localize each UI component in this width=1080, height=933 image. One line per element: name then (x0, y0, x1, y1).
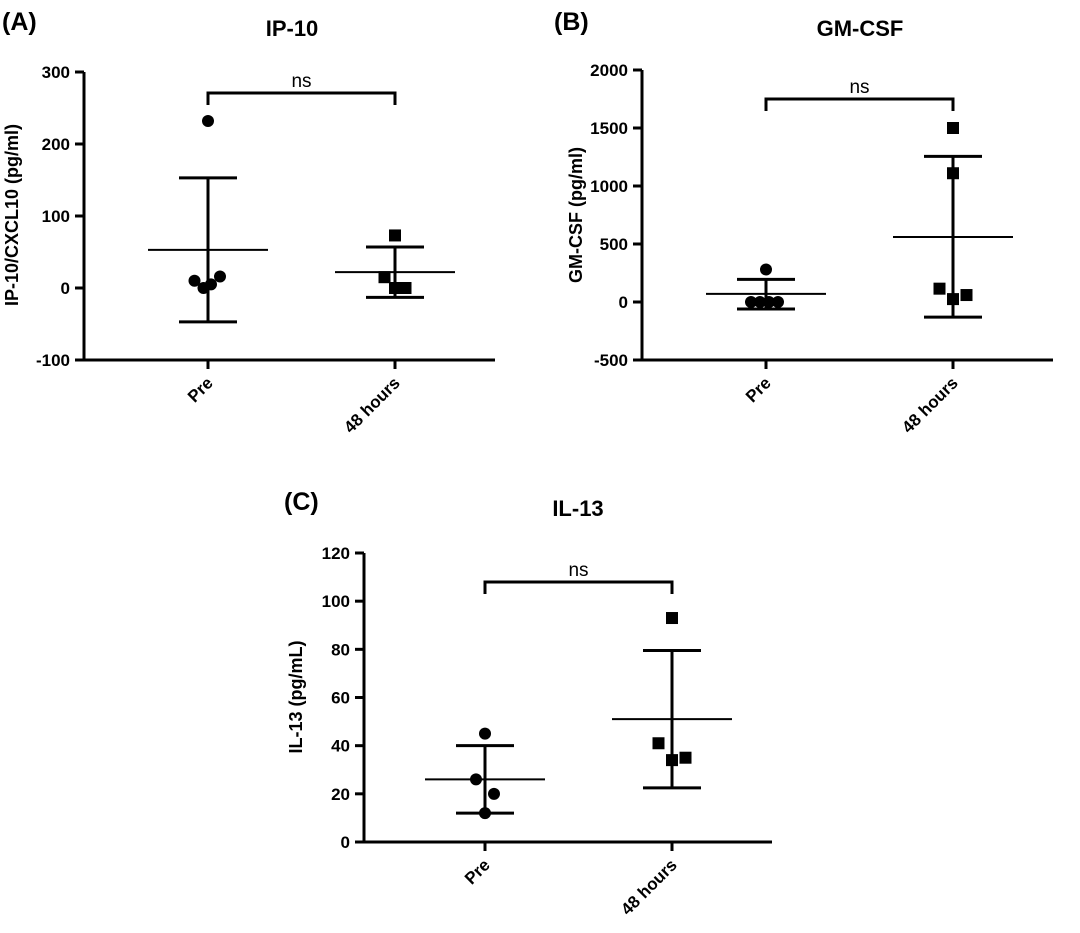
significance-bracket-c: ns (483, 560, 674, 594)
y-tick-label: 0 (341, 833, 350, 852)
data-marks-c (425, 612, 732, 820)
data-point-circle (470, 773, 482, 786)
data-point-square (679, 751, 692, 764)
data-point-square (389, 282, 401, 294)
data-point-circle (772, 296, 784, 308)
data-point-circle (760, 263, 772, 276)
y-axis-label-b: GM-CSF (pg/ml) (566, 147, 586, 283)
y-ticks-c: 0 20 40 60 80 100 120 (322, 544, 364, 852)
x-category-label: 48 hours (340, 373, 404, 437)
data-point-circle (745, 296, 757, 308)
y-tick-label: 200 (42, 135, 70, 154)
significance-label-b: ns (849, 77, 869, 98)
y-tick-label: 300 (42, 63, 70, 82)
y-ticks-a: -100 0 100 200 300 (36, 63, 84, 370)
x-category-label: 48 hours (898, 373, 962, 437)
data-point-circle (488, 787, 500, 800)
y-tick-label: 1000 (590, 177, 628, 196)
y-tick-label: 40 (331, 737, 350, 756)
y-axis-label-a: IP-10/CXCL10 (pg/ml) (2, 124, 22, 306)
chart-panel-c: (C) IL-13 IL-13 (pg/mL) 020406080100120 … (284, 488, 772, 919)
y-tick-label: 500 (600, 235, 628, 254)
chart-panel-b: (B) GM-CSF GM-CSF (pg/ml) -500 0 500 1000 15… (554, 8, 1053, 437)
panel-label-b: (B) (554, 8, 589, 36)
y-tick-label: 0 (619, 293, 628, 312)
y-tick-label: 100 (42, 207, 70, 226)
significance-bracket-line (206, 91, 397, 105)
x-category-label: Pre (742, 373, 775, 406)
y-tick-label: 0 (61, 279, 70, 298)
data-point-square (933, 282, 946, 295)
category-labels-c: Pre 48 hours (461, 842, 681, 919)
y-tick-label: -500 (594, 351, 628, 370)
data-point-square (378, 271, 391, 284)
chart-title-b: GM-CSF (817, 16, 904, 41)
y-tick-label: 1500 (590, 119, 628, 138)
significance-label-c: ns (568, 560, 588, 581)
y-tick-label: 2000 (590, 61, 628, 80)
significance-bracket-line (483, 580, 674, 594)
panel-label-a: (A) (2, 8, 37, 36)
significance-bracket-line (764, 97, 955, 111)
data-marks-b (706, 122, 1013, 319)
data-point-circle (202, 114, 214, 127)
y-tick-label: 20 (331, 785, 350, 804)
significance-bracket-a: ns (206, 71, 397, 105)
y-ticks-b: -500 0 500 1000 1500 2000 (590, 61, 642, 370)
data-point-square (947, 122, 959, 134)
y-axis-label-c: IL-13 (pg/mL) (286, 641, 306, 754)
data-point-square (960, 289, 973, 302)
data-point-square (947, 293, 959, 306)
data-point-circle (188, 274, 201, 287)
x-category-label: Pre (184, 373, 217, 406)
significance-label-a: ns (291, 71, 311, 92)
data-point-square (399, 282, 412, 294)
panel-label-c: (C) (284, 488, 319, 516)
y-tick-label: -100 (36, 351, 70, 370)
chart-title-c: IL-13 (552, 496, 603, 521)
data-point-square (666, 612, 678, 625)
y-tick-label: 80 (331, 640, 350, 659)
data-point-square (947, 167, 959, 180)
data-point-circle (479, 807, 491, 820)
x-category-label: Pre (461, 855, 494, 888)
data-marks-a (148, 114, 455, 324)
y-tick-label: 120 (322, 544, 350, 563)
data-point-square (389, 229, 401, 242)
y-tick-label: 60 (331, 689, 350, 708)
chart-panel-a: (A) IP-10 IP-10/CXCL10 (pg/ml) -100 0 100 2… (2, 8, 495, 437)
category-labels-a: Pre 48 hours (184, 360, 404, 437)
chart-title-a: IP-10 (266, 16, 319, 41)
data-point-square (666, 754, 678, 767)
data-point-circle (754, 296, 766, 308)
y-tick-label: 100 (322, 592, 350, 611)
significance-bracket-b: ns (764, 77, 955, 111)
data-point-circle (763, 296, 775, 308)
data-point-circle (205, 278, 217, 291)
x-category-label: 48 hours (617, 855, 681, 919)
category-labels-b: Pre 48 hours (742, 360, 962, 437)
data-point-circle (214, 270, 226, 283)
data-point-square (652, 737, 665, 750)
data-point-circle (479, 727, 491, 740)
